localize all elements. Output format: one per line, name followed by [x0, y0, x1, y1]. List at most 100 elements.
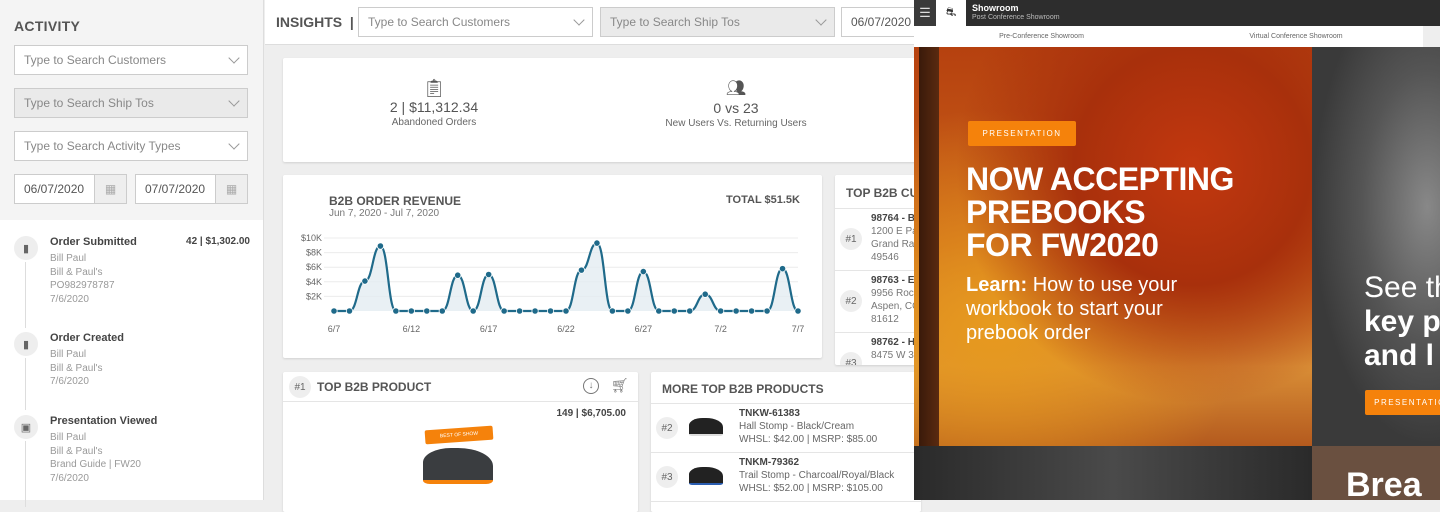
customer-address: 49546: [871, 252, 899, 263]
data-point: [670, 307, 678, 315]
product-sku: TNKW-61383: [739, 408, 800, 419]
shipto-search[interactable]: Type to Search Ship Tos: [14, 88, 248, 118]
product-thumbnail: [689, 467, 723, 485]
users-icon: 👥︎: [725, 80, 747, 97]
insights-customer-search[interactable]: Type to Search Customers: [358, 7, 593, 37]
product-image[interactable]: [423, 448, 493, 484]
event-detail: Bill & Paul's: [50, 266, 103, 278]
slide-break[interactable]: Brea: [1312, 446, 1440, 500]
kpi-users: 👥︎ 0 vs 23 New Users Vs. Returning Users: [636, 78, 836, 129]
chevron-down-icon: [815, 14, 827, 26]
customer-row[interactable]: #2 98763 - Ex 9956 Rock Aspen, CO 81612: [835, 270, 925, 332]
customer-search[interactable]: Type to Search Customers: [14, 45, 248, 75]
data-point: [717, 307, 725, 315]
insights-date-value: 06/07/2020: [851, 15, 912, 29]
x-tick-label: 6/7: [328, 324, 341, 334]
series-area: [334, 243, 798, 311]
chevron-down-icon: [228, 95, 240, 107]
clipboard-icon: ▮: [14, 332, 38, 356]
rank-badge: #3: [840, 352, 862, 365]
chevron-down-icon: [228, 52, 240, 64]
event-title: Order Submitted: [50, 236, 137, 248]
event-detail: Bill & Paul's: [50, 445, 103, 457]
insights-title: INSIGHTS |: [276, 14, 354, 30]
insights-shipto-search[interactable]: Type to Search Ship Tos: [600, 7, 835, 37]
x-tick-label: 6/27: [635, 324, 653, 334]
rank-badge: #1: [289, 376, 311, 398]
event-detail: Bill Paul: [50, 349, 87, 360]
x-tick-label: 6/22: [557, 324, 575, 334]
event-title: Order Created: [50, 332, 124, 344]
presentation-icon: ▣: [14, 415, 38, 439]
y-tick-label: $10K: [301, 233, 322, 243]
rank-badge: #2: [656, 417, 678, 439]
showroom-subtitle: Post Conference Showroom: [972, 14, 1060, 21]
data-point: [438, 307, 446, 315]
clipboard-icon: ▮: [14, 236, 38, 260]
kpi-card: 📋︎ 2 | $11,312.34 Abandoned Orders 👥︎ 0 …: [283, 58, 923, 162]
data-point: [639, 267, 647, 276]
data-point: [763, 307, 771, 315]
event-detail: 7/6/2020: [50, 293, 89, 305]
revenue-chart: $2K $4K $6K $8K $10K 6/7 6/12 6/17 6/22 6/27 7/2 7/…: [301, 233, 804, 334]
presentation-tag[interactable]: PRESENTATION: [968, 121, 1076, 146]
insights-header: INSIGHTS | Type to Search Customers Type…: [265, 0, 931, 45]
slide-prebooks[interactable]: PRESENTATION NOW ACCEPTING PREBOOKS FOR FW…: [914, 47, 1312, 446]
chart-title: B2B ORDER REVENUE: [329, 194, 462, 208]
calendar-icon[interactable]: ▦: [215, 175, 247, 203]
data-point: [330, 307, 338, 315]
activity-type-placeholder: Type to Search Activity Types: [24, 139, 181, 153]
data-point: [747, 307, 756, 315]
product-row[interactable]: #2 TNKW-61383 Hall Stomp - Black/Cream W…: [651, 404, 921, 453]
slide-watch[interactable]: [914, 446, 1312, 500]
presentation-tag[interactable]: PRESENTATIO: [1365, 390, 1440, 415]
top-customers-title: TOP B2B CUS: [846, 186, 925, 200]
rank-badge: #3: [656, 466, 678, 488]
y-tick-label: $6K: [306, 262, 322, 272]
start-date-input[interactable]: 06/07/2020 ▦: [14, 174, 127, 204]
y-tick-label: $2K: [306, 291, 322, 301]
event-detail: Bill Paul: [50, 432, 87, 443]
tab-pre-conference[interactable]: Pre-Conference Showroom: [999, 33, 1084, 40]
data-point: [531, 307, 539, 315]
customer-row[interactable]: #1 98764 - Bi 1200 E Pa Grand Rap 49546: [835, 208, 925, 270]
activity-type-search[interactable]: Type to Search Activity Types: [14, 131, 248, 161]
calendar-icon[interactable]: ▦: [94, 175, 126, 203]
revenue-chart-card: B2B ORDER REVENUE Jun 7, 2020 - Jul 7, 2…: [283, 175, 822, 358]
kpi-value: 2 | $11,312.34: [389, 99, 479, 115]
showroom-panel: ☰ ⛐ Showroom Post Conference Showroom Pr…: [914, 0, 1440, 500]
kpi-abandoned-orders: 📋︎ 2 | $11,312.34 Abandoned Orders: [334, 78, 534, 128]
customer-address: 81612: [871, 314, 899, 325]
data-point: [624, 307, 632, 315]
product-name: Hall Stomp - Black/Cream: [739, 421, 855, 432]
tab-virtual-conference[interactable]: Virtual Conference Showroom: [1249, 33, 1343, 40]
shipto-search-placeholder: Type to Search Ship Tos: [24, 96, 154, 110]
kpi-label: Abandoned Orders: [391, 117, 477, 128]
brand-logo[interactable]: ⛐: [936, 0, 966, 26]
slide3-text: Brea: [1346, 466, 1422, 500]
x-tick-label: 7/2: [714, 324, 727, 334]
end-date-value: 07/07/2020: [145, 182, 206, 196]
cart-icon[interactable]: 🛒︎: [611, 377, 629, 393]
data-point: [485, 270, 493, 279]
shipto-search-placeholder: Type to Search Ship Tos: [610, 15, 740, 29]
product-name: Trail Stomp - Charcoal/Royal/Black: [739, 470, 895, 481]
data-point: [655, 307, 663, 315]
product-row[interactable]: #3 TNKM-79362 Trail Stomp - Charcoal/Roy…: [651, 453, 921, 502]
best-of-show-ribbon: BEST OF SHOW: [424, 425, 494, 445]
data-point: [562, 307, 570, 315]
customer-name: 98762 - He: [871, 337, 921, 348]
product-sku: TNKM-79362: [739, 457, 800, 468]
customer-row[interactable]: #3 98762 - He 8475 W 35: [835, 332, 925, 365]
data-point: [361, 277, 369, 285]
data-point: [423, 307, 431, 315]
end-date-input[interactable]: 07/07/2020 ▦: [135, 174, 248, 204]
y-tick-label: $8K: [306, 248, 322, 258]
download-icon[interactable]: ↓: [583, 378, 599, 394]
event-detail: Brand Guide | FW20: [50, 459, 141, 470]
data-point: [500, 307, 508, 315]
event-detail: Bill Paul: [50, 253, 87, 264]
data-point: [454, 271, 462, 279]
menu-icon[interactable]: ☰: [914, 0, 936, 26]
